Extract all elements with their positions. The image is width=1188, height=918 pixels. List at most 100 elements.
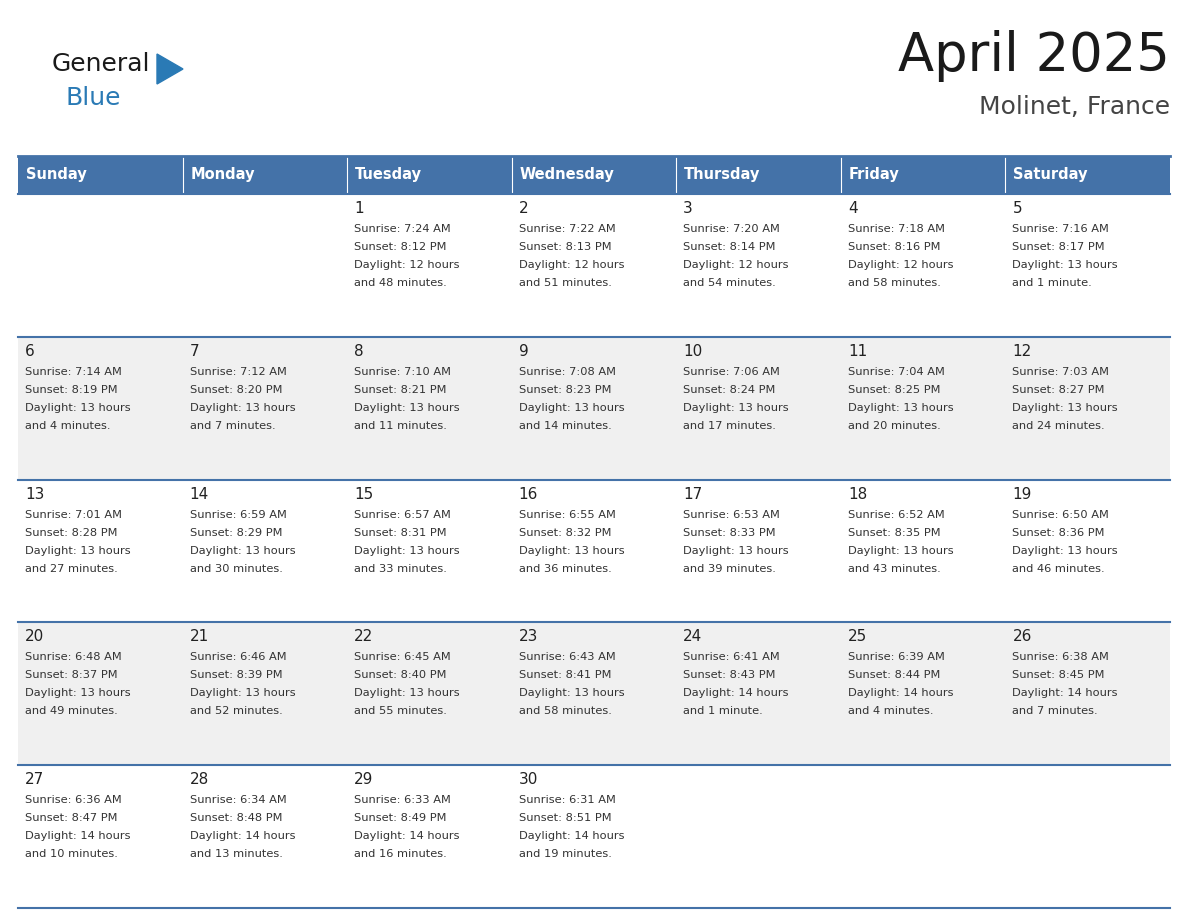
Bar [841,622,1005,766]
Text: and 7 minutes.: and 7 minutes. [190,420,276,431]
Text: Daylight: 12 hours: Daylight: 12 hours [519,260,624,270]
Text: 17: 17 [683,487,702,501]
Text: 2: 2 [519,201,529,216]
Text: and 27 minutes.: and 27 minutes. [25,564,118,574]
Text: Daylight: 12 hours: Daylight: 12 hours [354,260,460,270]
Text: 9: 9 [519,344,529,359]
Text: Sunrise: 7:04 AM: Sunrise: 7:04 AM [848,367,944,376]
Text: Sunset: 8:41 PM: Sunset: 8:41 PM [519,670,611,680]
Text: Sunrise: 6:50 AM: Sunrise: 6:50 AM [1012,509,1110,520]
Bar [347,156,512,194]
Text: 29: 29 [354,772,373,788]
Text: and 16 minutes.: and 16 minutes. [354,849,447,859]
Bar [1005,194,1170,337]
Text: Sunset: 8:31 PM: Sunset: 8:31 PM [354,528,447,538]
Bar [1005,479,1170,622]
Bar [841,194,1005,337]
Text: Sunset: 8:33 PM: Sunset: 8:33 PM [683,528,776,538]
Text: Sunrise: 6:57 AM: Sunrise: 6:57 AM [354,509,451,520]
Text: Sunrise: 6:31 AM: Sunrise: 6:31 AM [519,795,615,805]
Text: Sunrise: 6:36 AM: Sunrise: 6:36 AM [25,795,121,805]
Text: General: General [52,52,151,76]
Text: Daylight: 13 hours: Daylight: 13 hours [354,403,460,413]
Text: Daylight: 13 hours: Daylight: 13 hours [848,403,954,413]
Text: 21: 21 [190,630,209,644]
Text: 4: 4 [848,201,858,216]
Text: Daylight: 13 hours: Daylight: 13 hours [354,688,460,699]
Text: Sunrise: 7:20 AM: Sunrise: 7:20 AM [683,224,781,234]
Text: Daylight: 14 hours: Daylight: 14 hours [25,831,131,841]
Text: Daylight: 13 hours: Daylight: 13 hours [519,688,625,699]
Bar [676,766,841,908]
Bar [676,479,841,622]
Text: and 39 minutes.: and 39 minutes. [683,564,776,574]
Bar [347,194,512,337]
Bar [183,766,347,908]
Text: 26: 26 [1012,630,1032,644]
Text: Sunrise: 7:16 AM: Sunrise: 7:16 AM [1012,224,1110,234]
Text: 28: 28 [190,772,209,788]
Text: and 11 minutes.: and 11 minutes. [354,420,447,431]
Text: Sunrise: 7:24 AM: Sunrise: 7:24 AM [354,224,451,234]
Text: Daylight: 13 hours: Daylight: 13 hours [25,403,131,413]
Text: Wednesday: Wednesday [519,167,614,183]
Text: 19: 19 [1012,487,1032,501]
Polygon shape [157,54,183,84]
Text: Sunset: 8:12 PM: Sunset: 8:12 PM [354,242,447,252]
Text: Daylight: 13 hours: Daylight: 13 hours [25,688,131,699]
Text: Sunrise: 7:10 AM: Sunrise: 7:10 AM [354,367,451,376]
Bar [1005,766,1170,908]
Bar [18,622,183,766]
Text: Sunrise: 6:41 AM: Sunrise: 6:41 AM [683,653,781,663]
Text: Sunset: 8:47 PM: Sunset: 8:47 PM [25,813,118,823]
Text: 3: 3 [683,201,693,216]
Text: Sunrise: 6:39 AM: Sunrise: 6:39 AM [848,653,944,663]
Text: Daylight: 13 hours: Daylight: 13 hours [354,545,460,555]
Text: Daylight: 13 hours: Daylight: 13 hours [190,403,295,413]
Text: Sunset: 8:45 PM: Sunset: 8:45 PM [1012,670,1105,680]
Text: Daylight: 13 hours: Daylight: 13 hours [190,688,295,699]
Bar [1005,622,1170,766]
Text: Sunset: 8:40 PM: Sunset: 8:40 PM [354,670,447,680]
Text: Daylight: 14 hours: Daylight: 14 hours [190,831,295,841]
Bar [841,156,1005,194]
Text: Sunrise: 7:03 AM: Sunrise: 7:03 AM [1012,367,1110,376]
Bar [347,766,512,908]
Text: Sunrise: 7:01 AM: Sunrise: 7:01 AM [25,509,122,520]
Text: 15: 15 [354,487,373,501]
Text: Sunrise: 6:46 AM: Sunrise: 6:46 AM [190,653,286,663]
Text: 8: 8 [354,344,364,359]
Text: and 55 minutes.: and 55 minutes. [354,706,447,716]
Text: Daylight: 13 hours: Daylight: 13 hours [683,403,789,413]
Text: 7: 7 [190,344,200,359]
Bar [676,156,841,194]
Text: and 43 minutes.: and 43 minutes. [848,564,941,574]
Bar [841,337,1005,479]
Bar [512,766,676,908]
Text: Sunset: 8:35 PM: Sunset: 8:35 PM [848,528,941,538]
Text: Sunset: 8:24 PM: Sunset: 8:24 PM [683,385,776,395]
Text: Sunrise: 6:33 AM: Sunrise: 6:33 AM [354,795,451,805]
Text: Sunset: 8:43 PM: Sunset: 8:43 PM [683,670,776,680]
Bar [183,194,347,337]
Text: and 19 minutes.: and 19 minutes. [519,849,612,859]
Text: Saturday: Saturday [1013,167,1088,183]
Text: Sunset: 8:36 PM: Sunset: 8:36 PM [1012,528,1105,538]
Bar [347,622,512,766]
Text: Monday: Monday [190,167,255,183]
Bar [676,337,841,479]
Bar [841,766,1005,908]
Text: and 33 minutes.: and 33 minutes. [354,564,447,574]
Text: Sunset: 8:39 PM: Sunset: 8:39 PM [190,670,283,680]
Text: Sunset: 8:23 PM: Sunset: 8:23 PM [519,385,611,395]
Text: Tuesday: Tuesday [355,167,422,183]
Text: Blue: Blue [67,86,121,110]
Bar [841,479,1005,622]
Text: 10: 10 [683,344,702,359]
Text: and 4 minutes.: and 4 minutes. [848,706,934,716]
Text: 27: 27 [25,772,44,788]
Bar [183,337,347,479]
Bar [183,479,347,622]
Text: Sunrise: 6:34 AM: Sunrise: 6:34 AM [190,795,286,805]
Text: and 58 minutes.: and 58 minutes. [519,706,612,716]
